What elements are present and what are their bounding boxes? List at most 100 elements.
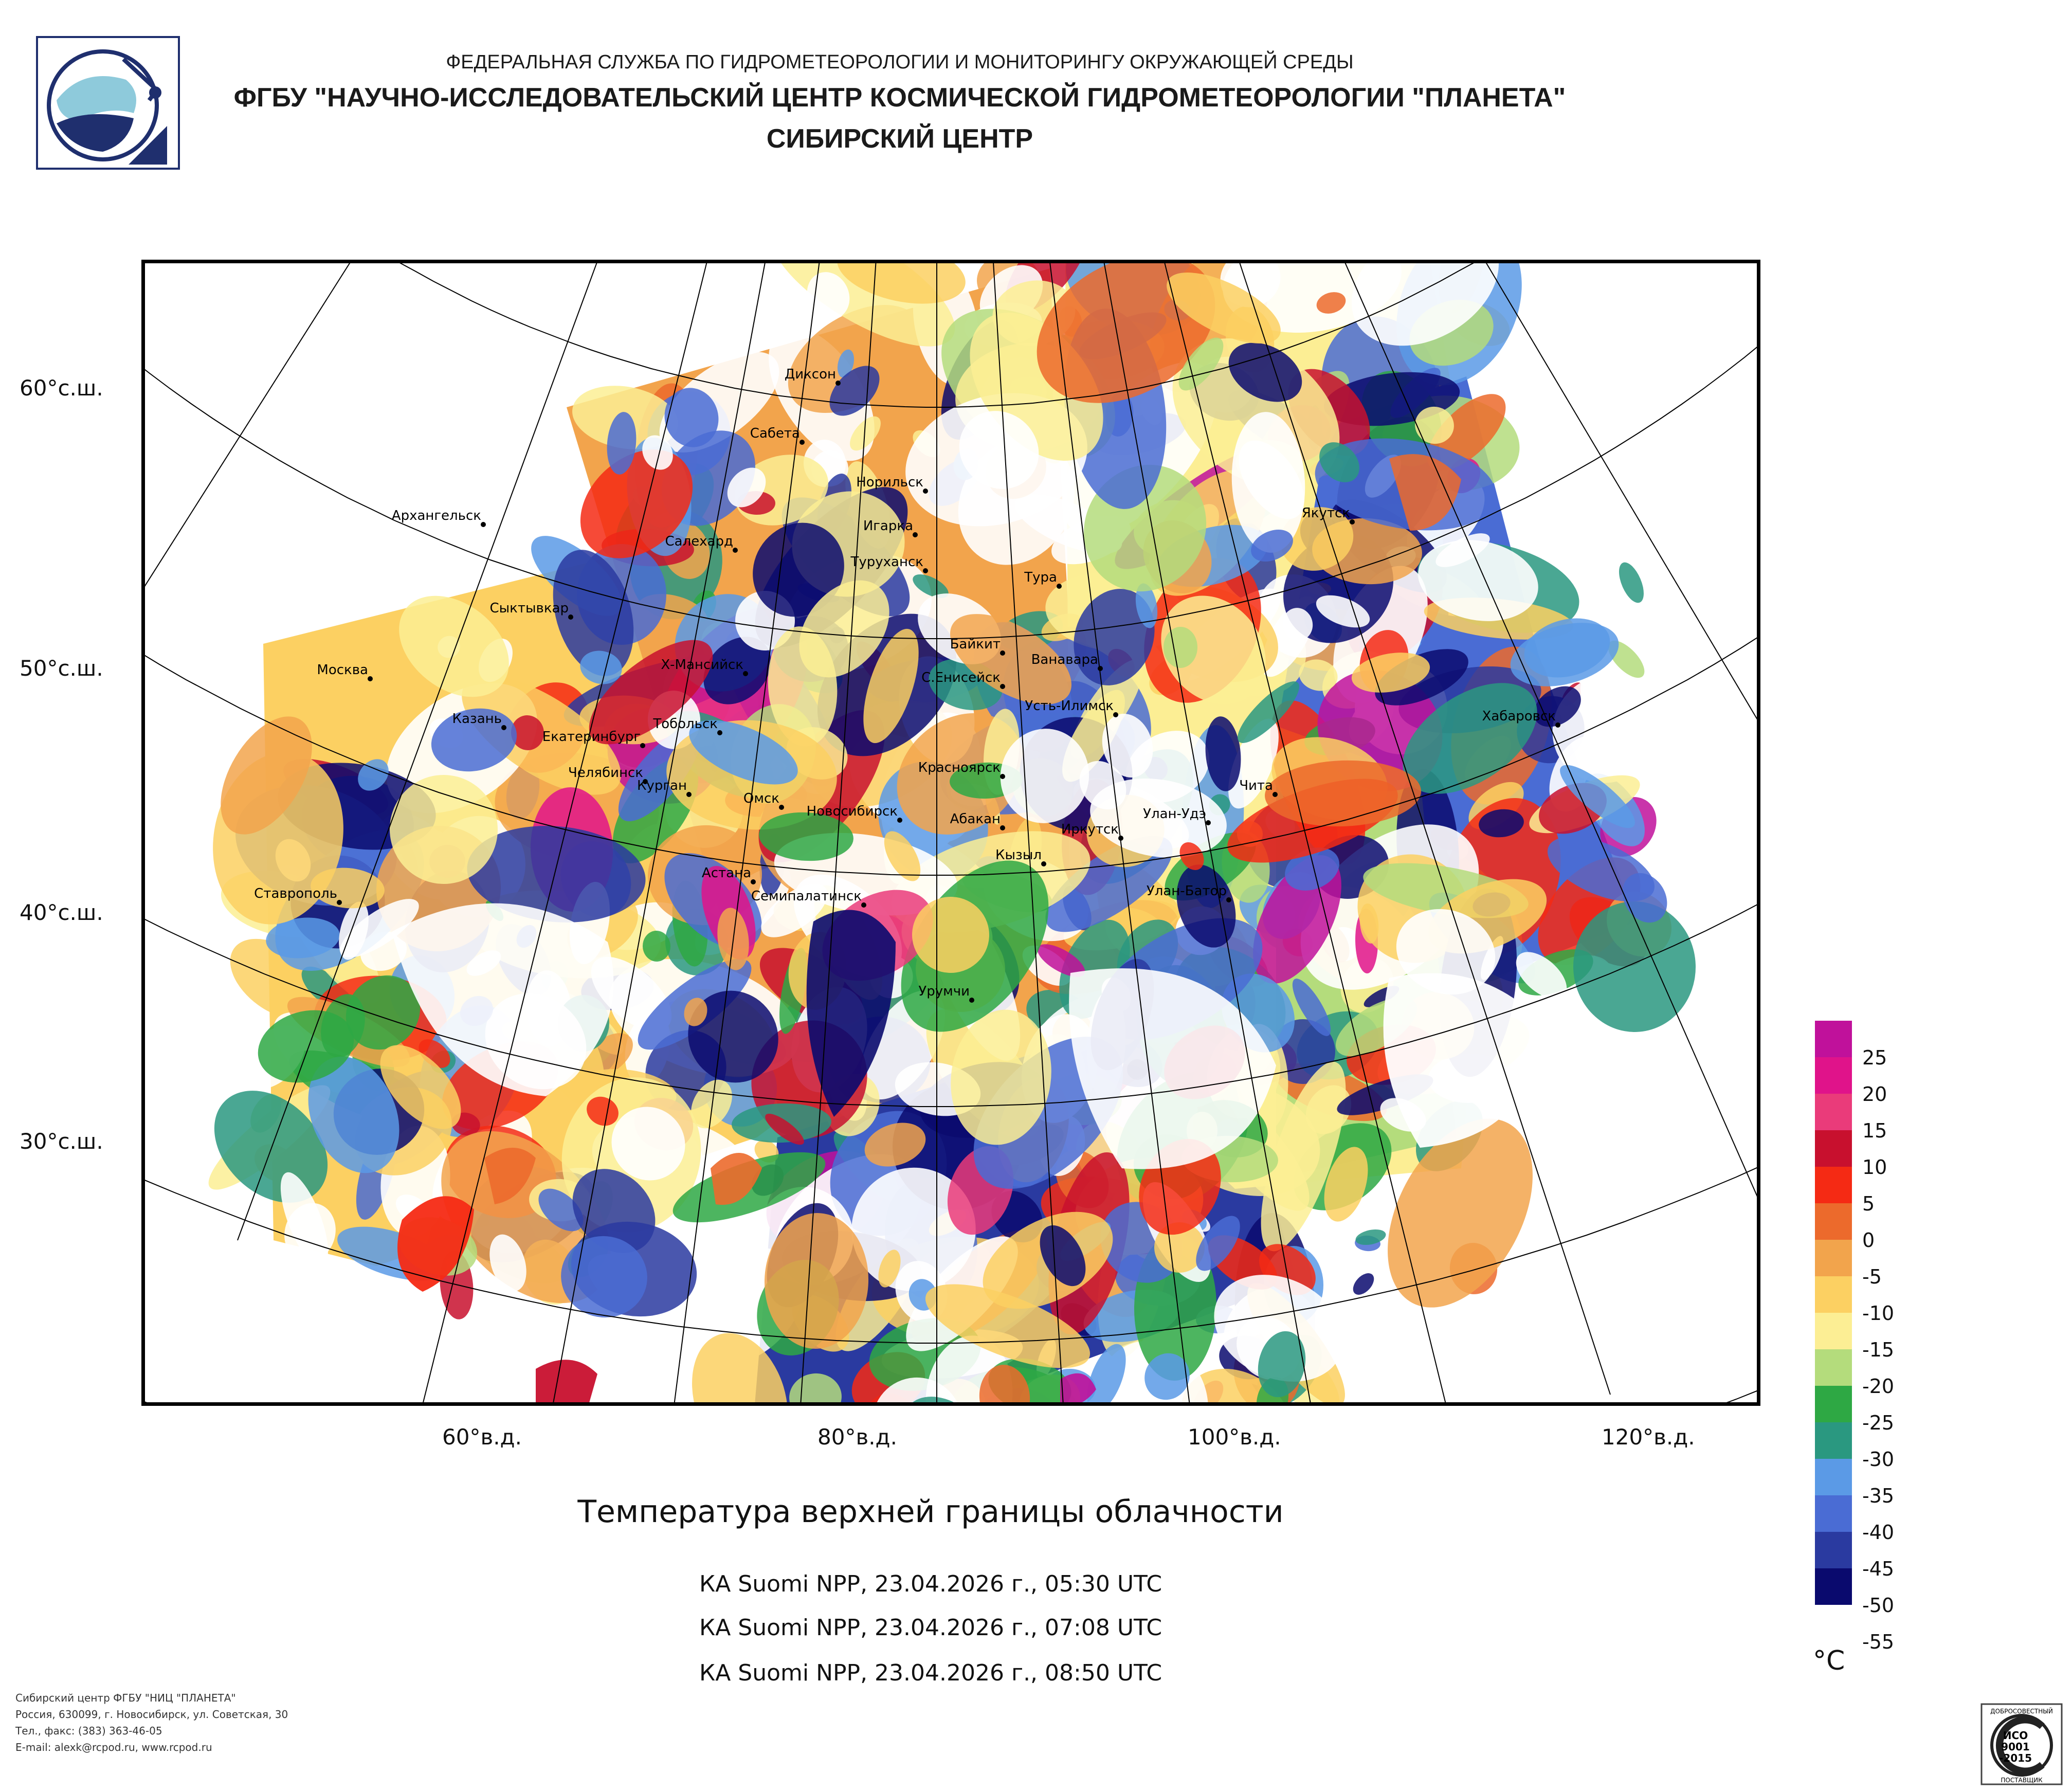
legend-label: -10 <box>1862 1302 1895 1325</box>
graticule <box>145 263 1757 1402</box>
city-marker <box>1206 820 1211 825</box>
city-label: Москва <box>317 662 368 678</box>
city-marker <box>717 730 722 735</box>
city-label: Екатеринбург <box>542 729 641 745</box>
city-marker <box>1041 861 1046 866</box>
legend-label: -50 <box>1862 1594 1895 1617</box>
pass-2: КА Suomi NPP, 23.04.2026 г., 07:08 UTC <box>699 1615 1162 1641</box>
city-marker <box>733 548 738 553</box>
city-label: Челябинск <box>568 765 643 781</box>
svg-text:ДОБРОСОВЕСТНЫЙ: ДОБРОСОВЕСТНЫЙ <box>1990 1707 2053 1715</box>
city-label: С.Енисейск <box>921 670 1001 685</box>
city-marker <box>1000 650 1005 656</box>
lat-label-60: 60°с.ш. <box>20 375 103 401</box>
city-marker <box>501 725 506 730</box>
footer-address: Россия, 630099, г. Новосибирск, ул. Сове… <box>15 1708 288 1721</box>
legend-label: 25 <box>1862 1046 1887 1069</box>
svg-text:-2015: -2015 <box>1999 1752 2032 1764</box>
city-marker <box>640 743 645 748</box>
city-label: Казань <box>452 711 502 727</box>
lat-label-30: 30°с.ш. <box>20 1129 103 1154</box>
legend-label: -35 <box>1862 1485 1895 1507</box>
city-marker <box>1226 897 1231 902</box>
legend-swatch <box>1815 1349 1852 1386</box>
city-marker <box>799 440 805 445</box>
city-marker <box>686 792 692 797</box>
lon-label-100: 100°в.д. <box>1188 1424 1281 1450</box>
city-marker <box>1057 584 1062 589</box>
lon-label-120: 120°в.д. <box>1602 1424 1695 1450</box>
legend-label: 20 <box>1862 1083 1887 1106</box>
legend-unit: °C <box>1813 1645 1845 1676</box>
header-agency: ФЕДЕРАЛЬНАЯ СЛУЖБА ПО ГИДРОМЕТЕОРОЛОГИИ … <box>446 51 1354 73</box>
city-label: Улан-Удэ <box>1143 806 1206 822</box>
city-label: Сабета <box>750 426 800 441</box>
city-label: Улан-Батор <box>1146 883 1227 899</box>
city-marker <box>1000 774 1005 779</box>
city-marker <box>923 489 928 494</box>
city-marker <box>923 568 928 573</box>
city-label: Астана <box>701 865 751 881</box>
legend-swatch <box>1815 1021 1852 1057</box>
city-label: Урумчи <box>918 984 970 999</box>
legend-label: -20 <box>1862 1375 1895 1398</box>
city-label: Кызыл <box>995 847 1042 863</box>
city-marker <box>861 902 866 908</box>
city-label: Тура <box>1024 570 1057 585</box>
city-marker <box>969 998 974 1003</box>
legend-label: -55 <box>1862 1631 1895 1653</box>
legend-swatch <box>1815 1057 1852 1094</box>
city-marker <box>368 676 373 681</box>
city-label: Архангельск <box>391 508 481 523</box>
city-label: Игарка <box>863 518 913 534</box>
city-marker <box>1113 712 1118 717</box>
city-label: Курган <box>637 778 687 793</box>
legend-swatch <box>1815 1313 1852 1349</box>
city-marker <box>1350 519 1355 524</box>
city-marker <box>897 818 902 823</box>
legend-swatch <box>1815 1459 1852 1495</box>
city-label: Абакан <box>950 811 1001 827</box>
svg-text:ИСО: ИСО <box>2003 1729 2028 1742</box>
city-label: Семипалатинск <box>751 889 862 904</box>
legend-label: -30 <box>1862 1448 1895 1471</box>
legend-swatch <box>1815 1240 1852 1276</box>
city-label: Новосибирск <box>806 804 898 819</box>
city-label: Туруханск <box>850 554 923 570</box>
footer-email: E-mail: alexk@rcpod.ru, www.rcpod.ru <box>15 1741 212 1753</box>
iso-certificate-badge: ДОБРОСОВЕСТНЫЙ ИСО 9001 -2015 ПОСТАВЩИК <box>1980 1703 2063 1785</box>
map-title: Температура верхней границы облачности <box>577 1494 1284 1530</box>
city-marker <box>1098 666 1103 671</box>
planeta-logo <box>36 36 180 170</box>
lon-label-80: 80°в.д. <box>817 1424 897 1450</box>
city-label: Усть-Илимск <box>1025 698 1114 714</box>
legend-label: -25 <box>1862 1412 1895 1434</box>
city-label: Байкит <box>950 637 1001 652</box>
city-marker <box>751 879 756 884</box>
city-marker <box>337 900 342 905</box>
header-institute: ФГБУ "НАУЧНО-ИССЛЕДОВАТЕЛЬСКИЙ ЦЕНТР КОС… <box>233 83 1566 113</box>
legend-swatch <box>1815 1386 1852 1422</box>
city-label: Х-Мансийск <box>661 657 743 673</box>
lat-label-40: 40°с.ш. <box>20 900 103 925</box>
city-marker <box>779 805 784 810</box>
footer-phone: Тел., факс: (383) 363-46-05 <box>15 1725 162 1737</box>
legend-label: -40 <box>1862 1521 1895 1544</box>
legend-swatch <box>1815 1532 1852 1568</box>
city-label: Норильск <box>856 475 923 490</box>
city-label: Якутск <box>1301 505 1350 521</box>
legend-label: -5 <box>1862 1265 1882 1288</box>
lon-label-60: 60°в.д. <box>442 1424 522 1450</box>
city-label: Ставрополь <box>254 886 337 901</box>
city-marker <box>835 381 841 386</box>
svg-text:ПОСТАВЩИК: ПОСТАВЩИК <box>2001 1777 2043 1784</box>
city-marker <box>1273 792 1278 797</box>
legend-label: -15 <box>1862 1338 1895 1361</box>
legend-label: 15 <box>1862 1119 1887 1142</box>
legend-swatch <box>1815 1276 1852 1313</box>
city-marker <box>1555 722 1560 728</box>
city-marker <box>568 614 573 620</box>
legend-label: -45 <box>1862 1558 1895 1580</box>
city-marker <box>643 779 648 784</box>
footer-org: Сибирский центр ФГБУ "НИЦ "ПЛАНЕТА" <box>15 1692 236 1704</box>
